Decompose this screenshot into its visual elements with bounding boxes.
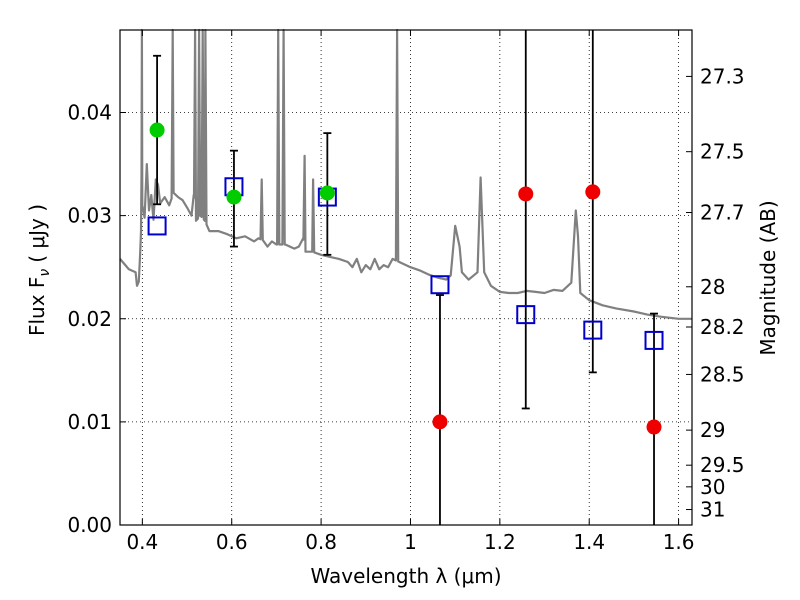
axis-ticks: 0.4 0.6 0.8 1 1.2 1.4 1.6 0.00 0.01 0.02 0.03 0.04 2… [67, 30, 745, 554]
magnitude-tick-label: 31 [700, 498, 725, 522]
model-flux-squares [147, 177, 664, 350]
magnitude-tick-label: 29.5 [700, 453, 745, 477]
model-flux-square [644, 330, 664, 350]
nondetection-point [585, 184, 601, 200]
y-axis-label: Flux Fν ( μJy ) [25, 204, 53, 336]
y-tick-label: 0.01 [67, 410, 112, 434]
y-axis-label-main: Flux F [25, 277, 49, 336]
plot-frame [119, 29, 693, 526]
magnitude-tick-label: 27.7 [700, 201, 745, 225]
error-bars [153, 30, 659, 525]
model-sed-series [119, 28, 692, 320]
model-flux-square [516, 305, 536, 325]
grid [120, 30, 692, 525]
x-tick-label: 1.4 [573, 530, 605, 554]
observed-flux-points [149, 122, 662, 435]
nondetection-point [432, 414, 448, 430]
x-tick-label: 1 [404, 530, 417, 554]
magnitude-tick-label: 29 [700, 418, 725, 442]
y-tick-label: 0.02 [67, 307, 112, 331]
nondetection-point [646, 419, 662, 435]
y-axis-label-subscript: ν [37, 269, 53, 277]
magnitude-tick-label: 27.3 [700, 64, 745, 88]
x-tick-label: 0.6 [216, 530, 248, 554]
magnitude-tick-label: 28.5 [700, 362, 745, 386]
magnitude-tick-label: 28 [700, 275, 725, 299]
y2-axis-label: Magnitude (AB) [756, 200, 780, 355]
model-flux-square [583, 320, 603, 340]
x-axis-label: Wavelength λ (μm) [310, 564, 501, 588]
x-tick-label: 0.4 [126, 530, 158, 554]
y-tick-label: 0.00 [67, 513, 112, 537]
nondetection-point [518, 186, 534, 202]
magnitude-tick-label: 28.2 [700, 315, 745, 339]
x-tick-label: 1.6 [663, 530, 695, 554]
y-axis-label-unit: ( μJy ) [25, 204, 49, 263]
detection-point [149, 122, 165, 138]
model-flux-square [147, 216, 167, 236]
detection-point [226, 189, 242, 205]
detection-point [319, 185, 335, 201]
x-tick-label: 0.8 [305, 530, 337, 554]
magnitude-tick-label: 30 [700, 475, 725, 499]
model-sed-line [119, 28, 692, 320]
model-flux-square [430, 275, 450, 295]
y-tick-label: 0.03 [67, 204, 112, 228]
y-tick-label: 0.04 [67, 101, 112, 125]
magnitude-tick-label: 27.5 [700, 140, 745, 164]
x-tick-label: 1.2 [484, 530, 516, 554]
